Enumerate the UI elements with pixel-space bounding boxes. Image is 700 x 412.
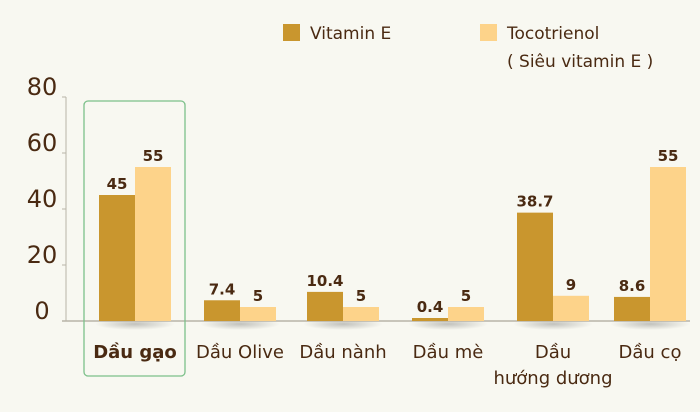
data-label: 45 xyxy=(107,175,128,193)
bar-vitamin-e xyxy=(614,296,650,321)
highlight-box xyxy=(83,100,186,377)
data-label: 10.4 xyxy=(306,272,343,290)
legend-label: Vitamin E xyxy=(310,24,391,44)
data-label: 55 xyxy=(658,147,679,165)
bar-tocotrienol xyxy=(343,307,379,321)
y-tick-label: 80 xyxy=(27,73,58,101)
y-tick-label: 40 xyxy=(27,185,58,213)
category-label: Dầu cọ xyxy=(619,342,682,363)
y-tick-label: 60 xyxy=(27,129,58,157)
category-label: Dầu Olive xyxy=(196,342,284,363)
bar-vitamin-e xyxy=(307,291,343,321)
bar-vitamin-e xyxy=(517,212,553,321)
legend-swatch xyxy=(480,24,497,41)
data-label: 9 xyxy=(566,276,576,294)
data-label: 5 xyxy=(356,287,366,305)
data-label: 5 xyxy=(253,287,263,305)
y-tick-label: 20 xyxy=(27,241,58,269)
data-label: 7.4 xyxy=(209,280,236,298)
bar-tocotrienol xyxy=(240,307,276,321)
bar-tocotrienol xyxy=(135,167,171,321)
data-label: 55 xyxy=(143,147,164,165)
data-label: 0.4 xyxy=(417,298,444,316)
category-label: Dầu mè xyxy=(413,342,484,363)
bar-vitamin-e xyxy=(99,195,135,321)
y-tick-label: 0 xyxy=(34,297,49,325)
bar-tocotrienol xyxy=(553,295,589,321)
category-label: Dầu nành xyxy=(299,342,386,363)
data-label: 5 xyxy=(461,287,471,305)
category-label: Dầu gạo xyxy=(93,342,177,363)
category-label: hướng dương xyxy=(493,368,612,389)
bar-vitamin-e xyxy=(204,300,240,321)
data-label: 38.7 xyxy=(516,193,553,211)
bar-vitamin-e xyxy=(412,318,448,321)
legend-swatch xyxy=(283,24,300,41)
legend-label: ( Siêu vitamin E ) xyxy=(507,52,653,72)
legend-label: Tocotrienol xyxy=(506,24,599,44)
bar-tocotrienol xyxy=(448,307,484,321)
bar-tocotrienol xyxy=(650,167,686,321)
category-label: Dầu xyxy=(535,342,571,363)
data-label: 8.6 xyxy=(619,277,646,295)
